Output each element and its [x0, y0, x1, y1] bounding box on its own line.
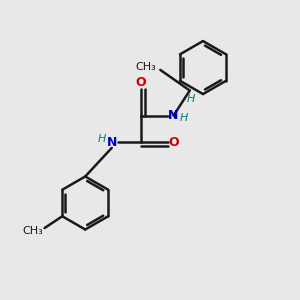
Text: H: H	[187, 94, 195, 104]
Text: N: N	[168, 109, 179, 122]
Text: CH₃: CH₃	[22, 226, 43, 236]
Text: O: O	[136, 76, 146, 89]
Text: H: H	[97, 134, 106, 144]
Text: N: N	[106, 136, 117, 148]
Text: H: H	[180, 113, 188, 124]
Text: O: O	[169, 136, 179, 148]
Text: CH₃: CH₃	[135, 62, 156, 72]
